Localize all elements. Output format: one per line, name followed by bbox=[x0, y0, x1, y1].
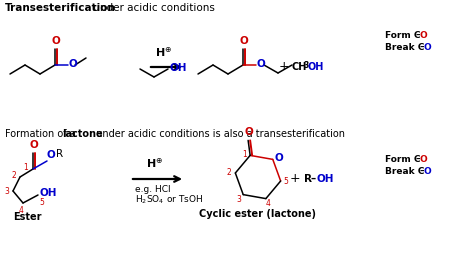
Text: 3: 3 bbox=[4, 187, 9, 195]
Text: O: O bbox=[245, 127, 254, 138]
Text: O: O bbox=[69, 59, 78, 69]
Text: R: R bbox=[56, 149, 63, 159]
Text: –: – bbox=[311, 174, 316, 184]
Text: O: O bbox=[420, 30, 428, 40]
Text: O: O bbox=[257, 59, 266, 69]
Text: 5: 5 bbox=[39, 198, 44, 207]
Text: Form C: Form C bbox=[385, 155, 420, 163]
Text: 1: 1 bbox=[23, 163, 28, 171]
Text: e.g. HCl: e.g. HCl bbox=[135, 184, 171, 194]
Text: O: O bbox=[52, 36, 60, 46]
Text: Cyclic ester (lactone): Cyclic ester (lactone) bbox=[200, 209, 317, 219]
Text: O: O bbox=[240, 36, 248, 46]
Text: Break C: Break C bbox=[385, 167, 424, 175]
Text: –: – bbox=[420, 42, 425, 52]
Text: O: O bbox=[275, 153, 283, 163]
Text: $\mathbf{H}^{\oplus}$: $\mathbf{H}^{\oplus}$ bbox=[155, 46, 173, 59]
Text: Formation of a: Formation of a bbox=[5, 129, 79, 139]
Text: 4: 4 bbox=[18, 206, 23, 215]
Text: Form C: Form C bbox=[385, 30, 420, 40]
Text: under acidic conditions: under acidic conditions bbox=[90, 3, 215, 13]
Text: OH: OH bbox=[308, 62, 324, 72]
Text: Break C: Break C bbox=[385, 42, 424, 52]
Text: O: O bbox=[424, 42, 432, 52]
Text: OH: OH bbox=[170, 63, 188, 73]
Text: under acidic conditions is also a transesterification: under acidic conditions is also a transe… bbox=[93, 129, 345, 139]
Text: CH: CH bbox=[292, 62, 307, 72]
Text: O: O bbox=[424, 167, 432, 175]
Text: O: O bbox=[47, 150, 56, 160]
Text: –: – bbox=[416, 155, 420, 163]
Text: OH: OH bbox=[40, 188, 57, 198]
Text: –: – bbox=[416, 30, 420, 40]
Text: O: O bbox=[420, 155, 428, 163]
Text: Transesterification: Transesterification bbox=[5, 3, 116, 13]
Text: Ester: Ester bbox=[13, 212, 41, 222]
Text: O: O bbox=[29, 140, 38, 150]
Text: 3: 3 bbox=[237, 195, 242, 204]
Text: +: + bbox=[290, 172, 301, 186]
Text: 4: 4 bbox=[265, 199, 270, 208]
Text: $\mathbf{H}^{\oplus}$: $\mathbf{H}^{\oplus}$ bbox=[146, 157, 164, 170]
Text: 5: 5 bbox=[283, 178, 288, 186]
Text: R: R bbox=[304, 174, 312, 184]
Text: H$_2$SO$_4$ or TsOH: H$_2$SO$_4$ or TsOH bbox=[135, 194, 203, 206]
Text: 1: 1 bbox=[242, 150, 246, 159]
Text: lactone: lactone bbox=[62, 129, 103, 139]
Text: 3: 3 bbox=[304, 61, 309, 70]
Text: –: – bbox=[420, 167, 425, 175]
Text: 2: 2 bbox=[227, 167, 232, 176]
Text: 2: 2 bbox=[11, 171, 16, 179]
Text: OH: OH bbox=[317, 174, 335, 184]
Text: +: + bbox=[279, 61, 289, 73]
